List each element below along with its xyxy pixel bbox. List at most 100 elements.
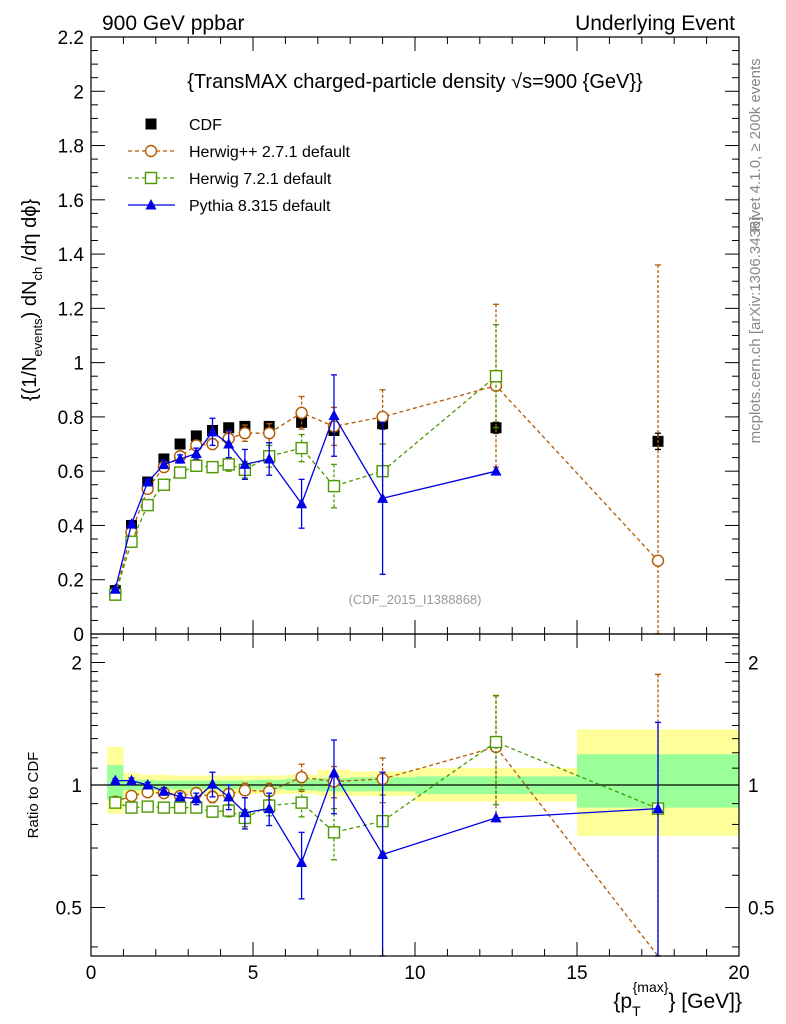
ratio-point-pythia-8-315-default [377, 848, 389, 859]
legend: CDF Herwig++ 2.7.1 default Herwig 7.2.1 de… [128, 117, 351, 215]
ratio-point-pythia-8-315-default [190, 792, 202, 804]
header-right: Underlying Event [575, 12, 735, 35]
main-point-pythia-8-315-default [190, 447, 202, 459]
main-point-herwig-7-2-1-default [295, 441, 308, 455]
legend-marker-pythia-8-315-default [145, 199, 157, 210]
ratio-point-herwig-2-7-1-default [295, 771, 308, 784]
ratio-point-pythia-8-315-default [652, 802, 664, 814]
ratio-point-pythia-8-315-default [490, 811, 502, 823]
main-y-axis-label: {(1/Nevents) dNch /dη dϕ} [19, 199, 45, 402]
legend-marker-herwig-2-7-1-default [144, 144, 158, 158]
ratio-point-herwig-7-2-1-default [141, 800, 154, 813]
legend-label-pythia-8-315-default: Pythia 8.315 default [189, 198, 331, 215]
main-y-tick-label: 0.8 [58, 408, 84, 429]
main-point-pythia-8-315-default [207, 425, 218, 437]
main-point-cdf [190, 430, 202, 442]
main-point-herwig-7-2-1-default [206, 460, 219, 474]
ratio-point-pythia-8-315-default [142, 778, 154, 790]
ratio-point-pythia-8-315-default [328, 767, 340, 778]
ratio-point-herwig-7-2-1-default [125, 801, 138, 814]
main-point-pythia-8-315-default [239, 458, 251, 469]
ratio-y-tick-label: 1 [71, 776, 82, 797]
ratio-point-pythia-8-315-default [207, 778, 218, 789]
main-point-pythia-8-315-default [377, 492, 389, 503]
main-y-tick-label: 2.2 [58, 28, 84, 49]
side-label-mcplots: mcplots.cern.ch [arXiv:1306.3436] [747, 217, 764, 444]
main-series-pythia-8-315-default [109, 374, 502, 594]
legend-marker-cdf [145, 118, 157, 130]
ratio-point-pythia-8-315-default [109, 774, 121, 786]
main-y-tick-label: 0.2 [58, 571, 84, 592]
main-y-tick-label: 1.2 [58, 299, 84, 320]
ratio-point-pythia-8-315-default [174, 790, 186, 802]
ratio-y-tick-label: 2 [71, 654, 82, 675]
ratio-point-pythia-8-315-default [296, 856, 308, 867]
svg-text:{(1/Nevents) dNch /dη dϕ}: {(1/Nevents) dNch /dη dϕ} [19, 199, 45, 402]
main-y-tick-label: 0 [73, 625, 84, 646]
main-panel: 0 0.2 0.4 0.6 0.8 1 1.2 1.4 1.6 1.8 2 2.2 {TransMAX… [19, 28, 740, 646]
main-y-tick-label: 1.4 [58, 245, 85, 266]
legend-label-cdf: CDF [189, 117, 222, 134]
legend-label-herwig-2-7-1-default: Herwig++ 2.7.1 default [189, 144, 351, 161]
main-point-herwig-7-2-1-default [222, 458, 235, 471]
ratio-point-pythia-8-315-default [158, 785, 170, 796]
main-y-tick-label: 1 [73, 354, 84, 375]
main-y-tick-label: 0.4 [58, 516, 85, 537]
ratio-point-herwig-7-2-1-default [157, 801, 171, 814]
main-y-tick-label: 1.8 [58, 137, 84, 158]
main-y-tick-label: 1.6 [58, 191, 84, 212]
ratio-series-pythia-8-315-default [109, 721, 664, 957]
main-point-pythia-8-315-default [328, 409, 340, 421]
ratio-point-herwig-7-2-1-default [489, 735, 503, 749]
ratio-point-herwig-7-2-1-default [206, 805, 219, 818]
main-series-herwig-2-7-1-default [109, 264, 665, 635]
main-point-herwig-2-7-1-default [295, 406, 308, 420]
legend-label-herwig-7-2-1-default: Herwig 7.2.1 default [189, 171, 332, 188]
main-point-pythia-8-315-default [174, 452, 186, 464]
main-point-herwig-7-2-1-default [157, 478, 171, 491]
main-point-pythia-8-315-default [223, 438, 235, 449]
main-point-herwig-7-2-1-default [125, 535, 138, 548]
main-point-cdf [174, 438, 186, 450]
x-tick-label: 0 [86, 963, 97, 984]
watermark: (CDF_2015_I1388868) [349, 592, 482, 607]
ratio-y-tick-label: 0.5 [56, 898, 82, 919]
main-point-pythia-8-315-default [126, 518, 137, 529]
ratio-point-herwig-7-2-1-default [173, 801, 187, 814]
main-point-pythia-8-315-default [109, 583, 121, 594]
main-point-herwig-2-7-1-default [238, 426, 252, 440]
ratio-y-axis-label: Ratio to CDF [25, 752, 42, 839]
main-point-pythia-8-315-default [296, 497, 308, 509]
main-point-herwig-2-7-1-default [263, 426, 276, 440]
main-point-herwig-7-2-1-default [489, 370, 503, 383]
main-point-pythia-8-315-default [158, 458, 170, 469]
ratio-point-herwig-7-2-1-default [109, 796, 122, 809]
main-point-cdf [223, 422, 235, 434]
main-title: {TransMAX charged-particle density √s=90… [187, 71, 643, 93]
ratio-y-tick-label-right: 0.5 [748, 898, 774, 919]
main-point-pythia-8-315-default [490, 465, 502, 476]
main-point-herwig-2-7-1-default [376, 410, 389, 424]
ratio-panel: 0.5 0.51 12 20 5 10 15 20 Ratio to CDF {pT{max}… [25, 633, 774, 1019]
x-tick-label: 20 [728, 963, 749, 984]
x-tick-label: 15 [566, 963, 587, 984]
main-y-tick-label: 2 [73, 82, 84, 103]
ratio-point-pythia-8-315-default [223, 790, 235, 802]
main-point-pythia-8-315-default [263, 452, 275, 464]
side-label-rivet: Rivet 4.1.0, ≥ 200k events [747, 58, 764, 231]
main-point-herwig-7-2-1-default [190, 459, 203, 472]
main-point-herwig-2-7-1-default [651, 554, 665, 567]
header-left: 900 GeV ppbar [102, 12, 244, 35]
legend-marker-herwig-7-2-1-default [144, 171, 158, 185]
main-y-tick-label: 0.6 [58, 462, 84, 483]
x-tick-label: 10 [404, 963, 425, 984]
ratio-point-herwig-7-2-1-default [295, 796, 308, 809]
main-point-pythia-8-315-default [142, 476, 154, 487]
ratio-y-tick-label-right: 1 [748, 776, 759, 797]
ratio-y-tick-label-right: 2 [748, 654, 759, 675]
ratio-point-herwig-2-7-1-default [125, 789, 138, 803]
ratio-point-herwig-2-7-1-default [238, 784, 252, 797]
ratio-point-pythia-8-315-default [126, 774, 137, 786]
x-tick-label: 5 [248, 963, 259, 984]
